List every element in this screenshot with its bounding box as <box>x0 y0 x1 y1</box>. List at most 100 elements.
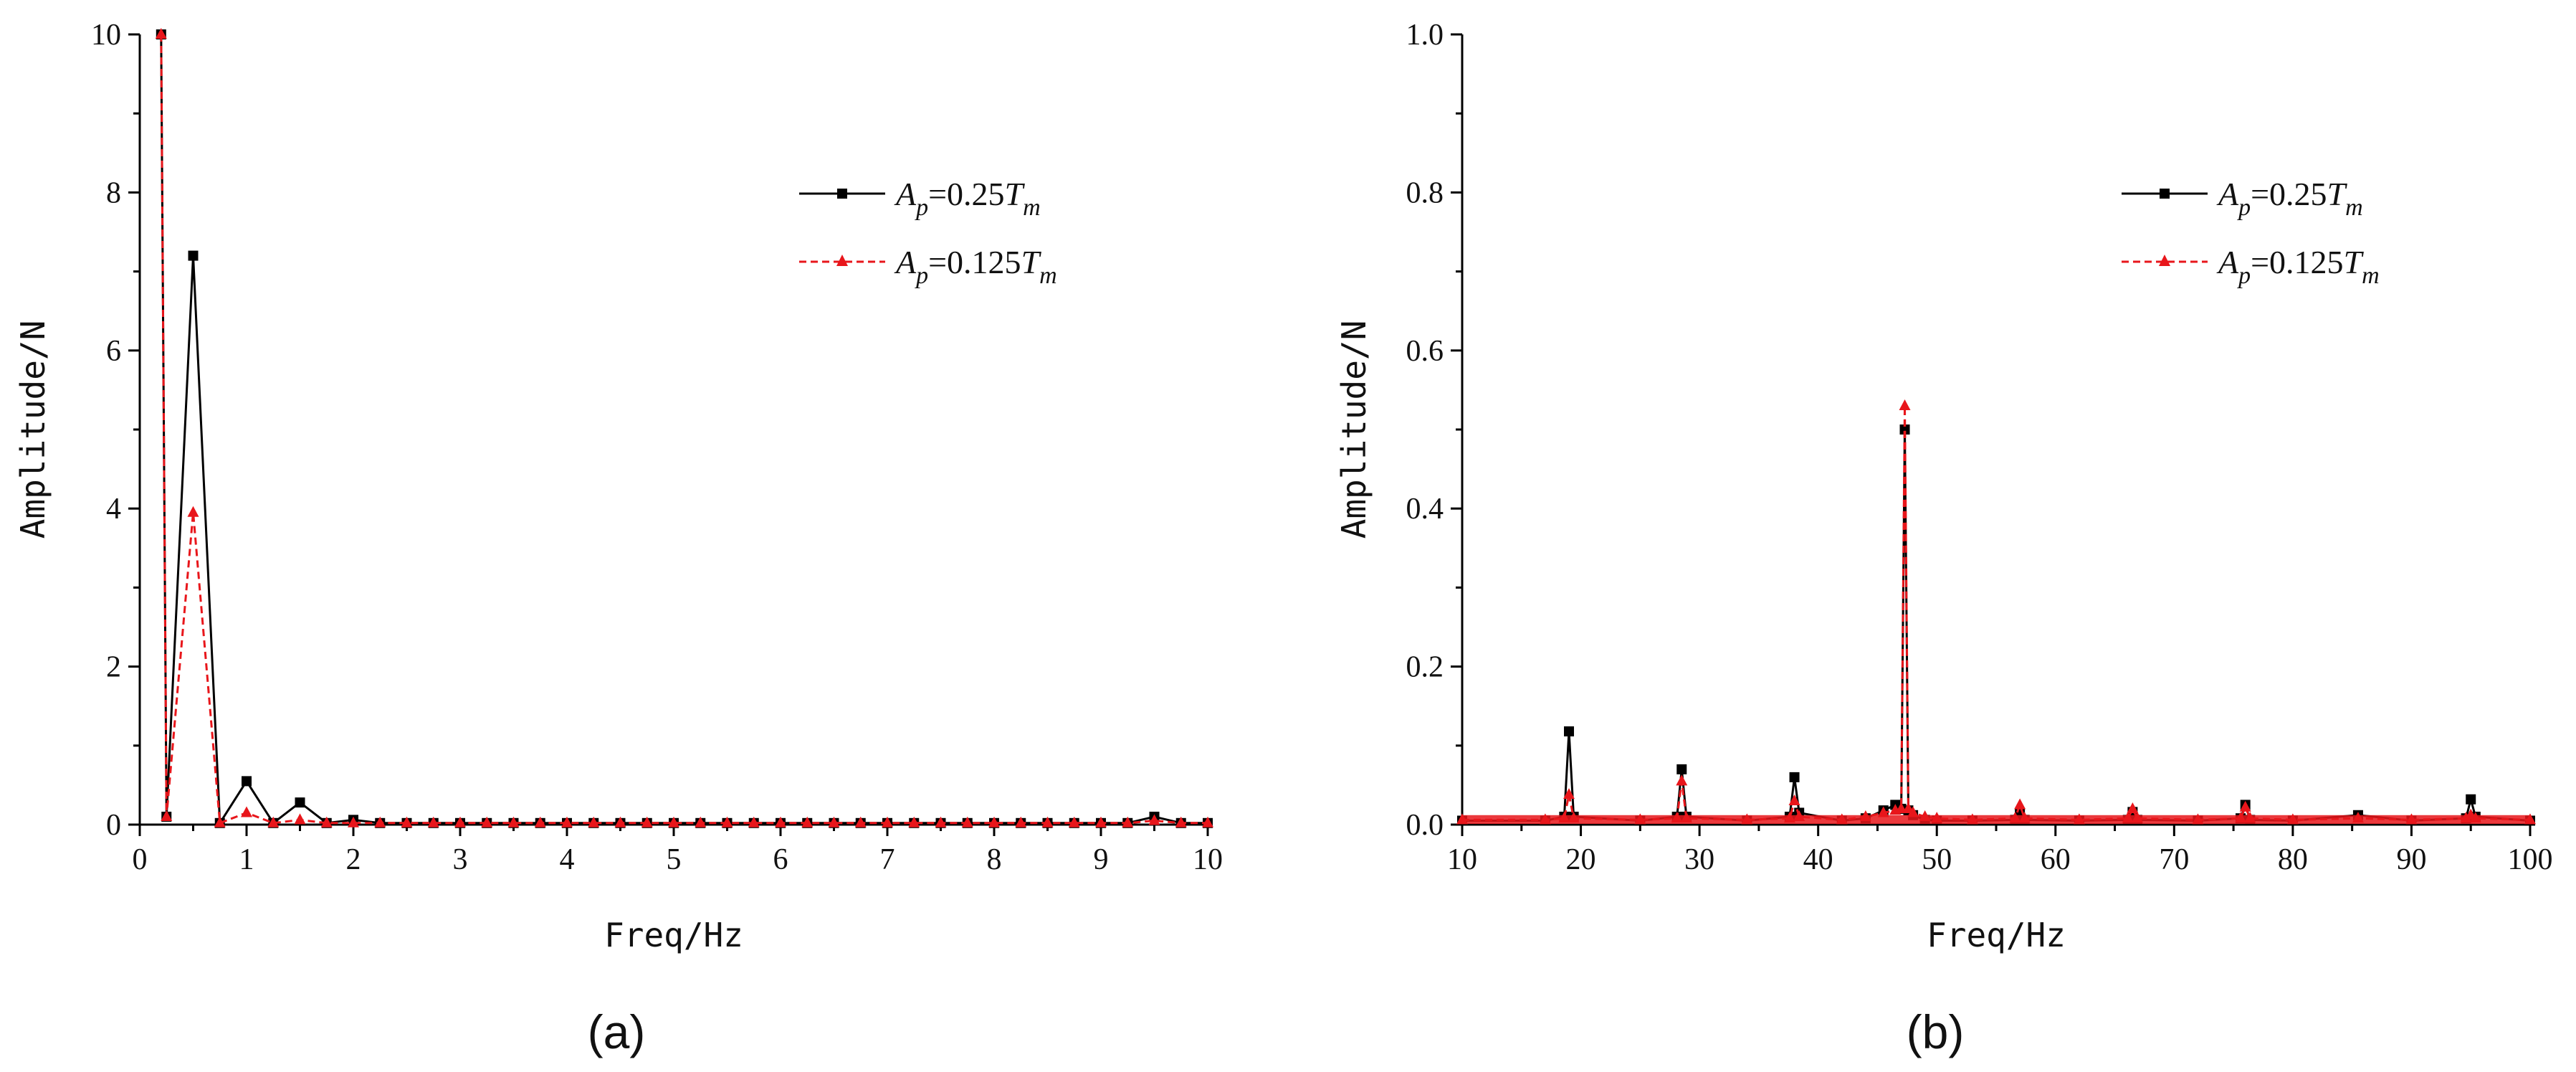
x-tick-label: 40 <box>1803 843 1833 876</box>
data-point-triangle <box>1015 816 1027 827</box>
data-point-square <box>188 250 199 261</box>
legend-label: Ap=0.25Tm <box>894 176 1041 221</box>
y-axis-title: Amplitude/N <box>1335 321 1373 539</box>
data-point-triangle <box>1068 816 1080 827</box>
data-point-triangle <box>721 816 733 827</box>
data-point-triangle <box>1095 816 1107 827</box>
data-point-triangle <box>561 816 573 827</box>
legend-label: Ap=0.25Tm <box>2216 176 2363 221</box>
x-tick-label: 10 <box>1193 843 1223 876</box>
x-tick-label: 10 <box>1447 843 1477 876</box>
y-tick-label: 0.0 <box>1406 809 1444 842</box>
legend: Ap=0.25Tm Ap=0.125Tm <box>799 176 1057 289</box>
data-point-triangle <box>2014 798 2026 810</box>
legend: Ap=0.25Tm Ap=0.125Tm <box>2122 176 2380 289</box>
legend-marker-square <box>837 189 847 199</box>
x-tick-label: 80 <box>2278 843 2308 876</box>
data-point-square <box>1899 424 1910 435</box>
data-point-square <box>1789 772 1800 782</box>
panel-caption: (b) <box>1907 1005 1965 1058</box>
data-point-triangle <box>961 816 973 827</box>
y-tick-label: 0.8 <box>1406 176 1444 209</box>
data-point-triangle <box>935 816 947 827</box>
data-point-triangle <box>1899 399 1911 410</box>
data-point-triangle <box>801 816 814 827</box>
x-tick-label: 2 <box>346 843 361 876</box>
data-point-square <box>2466 794 2476 805</box>
data-point-triangle <box>374 816 386 827</box>
data-point-triangle <box>2127 802 2139 813</box>
y-tick-label: 4 <box>106 493 121 526</box>
data-point-triangle <box>1788 794 1800 805</box>
data-point-triangle <box>2239 800 2251 812</box>
data-point-triangle <box>214 816 226 827</box>
x-tick-label: 20 <box>1566 843 1596 876</box>
data-point-triangle <box>534 816 546 827</box>
y-tick-label: 0.4 <box>1406 493 1444 526</box>
data-point-triangle <box>155 28 167 39</box>
data-point-triangle <box>748 816 760 827</box>
x-tick-label: 9 <box>1094 843 1109 876</box>
noise-band <box>1462 815 2530 824</box>
data-point-triangle <box>1041 816 1054 827</box>
x-axis-title: Freq/Hz <box>1927 916 2066 954</box>
legend-label: Ap=0.125Tm <box>894 244 1057 289</box>
data-point-triangle <box>988 816 1000 827</box>
x-tick-label: 70 <box>2159 843 2189 876</box>
data-point-triangle <box>668 816 679 827</box>
y-tick-label: 0.6 <box>1406 335 1444 368</box>
data-point-triangle <box>1676 774 1688 786</box>
data-point-triangle <box>1175 816 1187 827</box>
y-tick-label: 2 <box>106 651 121 684</box>
data-point-square <box>1564 726 1574 736</box>
data-point-triangle <box>882 816 893 827</box>
y-tick-label: 1.0 <box>1406 19 1444 52</box>
x-tick-label: 5 <box>667 843 682 876</box>
x-tick-label: 50 <box>1922 843 1952 876</box>
data-point-triangle <box>588 816 600 827</box>
x-tick-label: 60 <box>2041 843 2071 876</box>
x-tick-label: 8 <box>987 843 1002 876</box>
series-line-ap-0-125 <box>1462 405 2531 821</box>
y-axis-title: Amplitude/N <box>14 321 52 539</box>
y-tick-label: 0 <box>106 809 121 842</box>
data-point-triangle <box>1148 814 1160 825</box>
x-tick-label: 100 <box>2508 843 2553 876</box>
y-tick-label: 0.2 <box>1406 651 1444 684</box>
data-point-triangle <box>1202 816 1213 827</box>
legend-marker-square <box>2160 189 2170 199</box>
data-point-triangle <box>908 816 920 827</box>
x-tick-label: 3 <box>453 843 468 876</box>
legend-marker-triangle <box>2159 255 2170 266</box>
data-point-square <box>242 776 252 787</box>
y-tick-label: 10 <box>91 19 121 52</box>
x-tick-label: 7 <box>880 843 895 876</box>
data-point-triangle <box>348 816 359 827</box>
x-tick-label: 90 <box>2396 843 2426 876</box>
data-point-triangle <box>241 806 252 817</box>
data-point-triangle <box>828 816 840 827</box>
x-tick-label: 1 <box>239 843 254 876</box>
data-point-triangle <box>1907 806 1919 817</box>
y-tick-label: 6 <box>106 335 121 368</box>
data-point-triangle <box>1563 788 1575 800</box>
legend-label: Ap=0.125Tm <box>2216 244 2380 289</box>
legend-marker-triangle <box>836 255 848 266</box>
data-point-triangle <box>161 810 173 821</box>
series-line-ap-0-25 <box>160 34 1208 827</box>
x-tick-label: 6 <box>773 843 788 876</box>
data-point-triangle <box>427 816 439 827</box>
x-tick-label: 4 <box>560 843 575 876</box>
data-point-triangle <box>320 816 333 827</box>
series-line-ap-0-25 <box>1462 429 2531 822</box>
x-tick-label: 30 <box>1684 843 1714 876</box>
chart-panel-b: 10 20 30 40 50 60 70 80 90 100 0.0 0.2 0.4 0.6 0.8 1.0 F… <box>1335 19 2553 1058</box>
data-point-triangle <box>1122 816 1134 827</box>
data-point-triangle <box>854 816 867 827</box>
data-point-triangle <box>267 816 280 827</box>
x-axis-title: Freq/Hz <box>604 916 743 954</box>
data-point-triangle <box>454 816 466 827</box>
data-point-triangle <box>401 816 413 827</box>
x-tick-label: 0 <box>133 843 148 876</box>
